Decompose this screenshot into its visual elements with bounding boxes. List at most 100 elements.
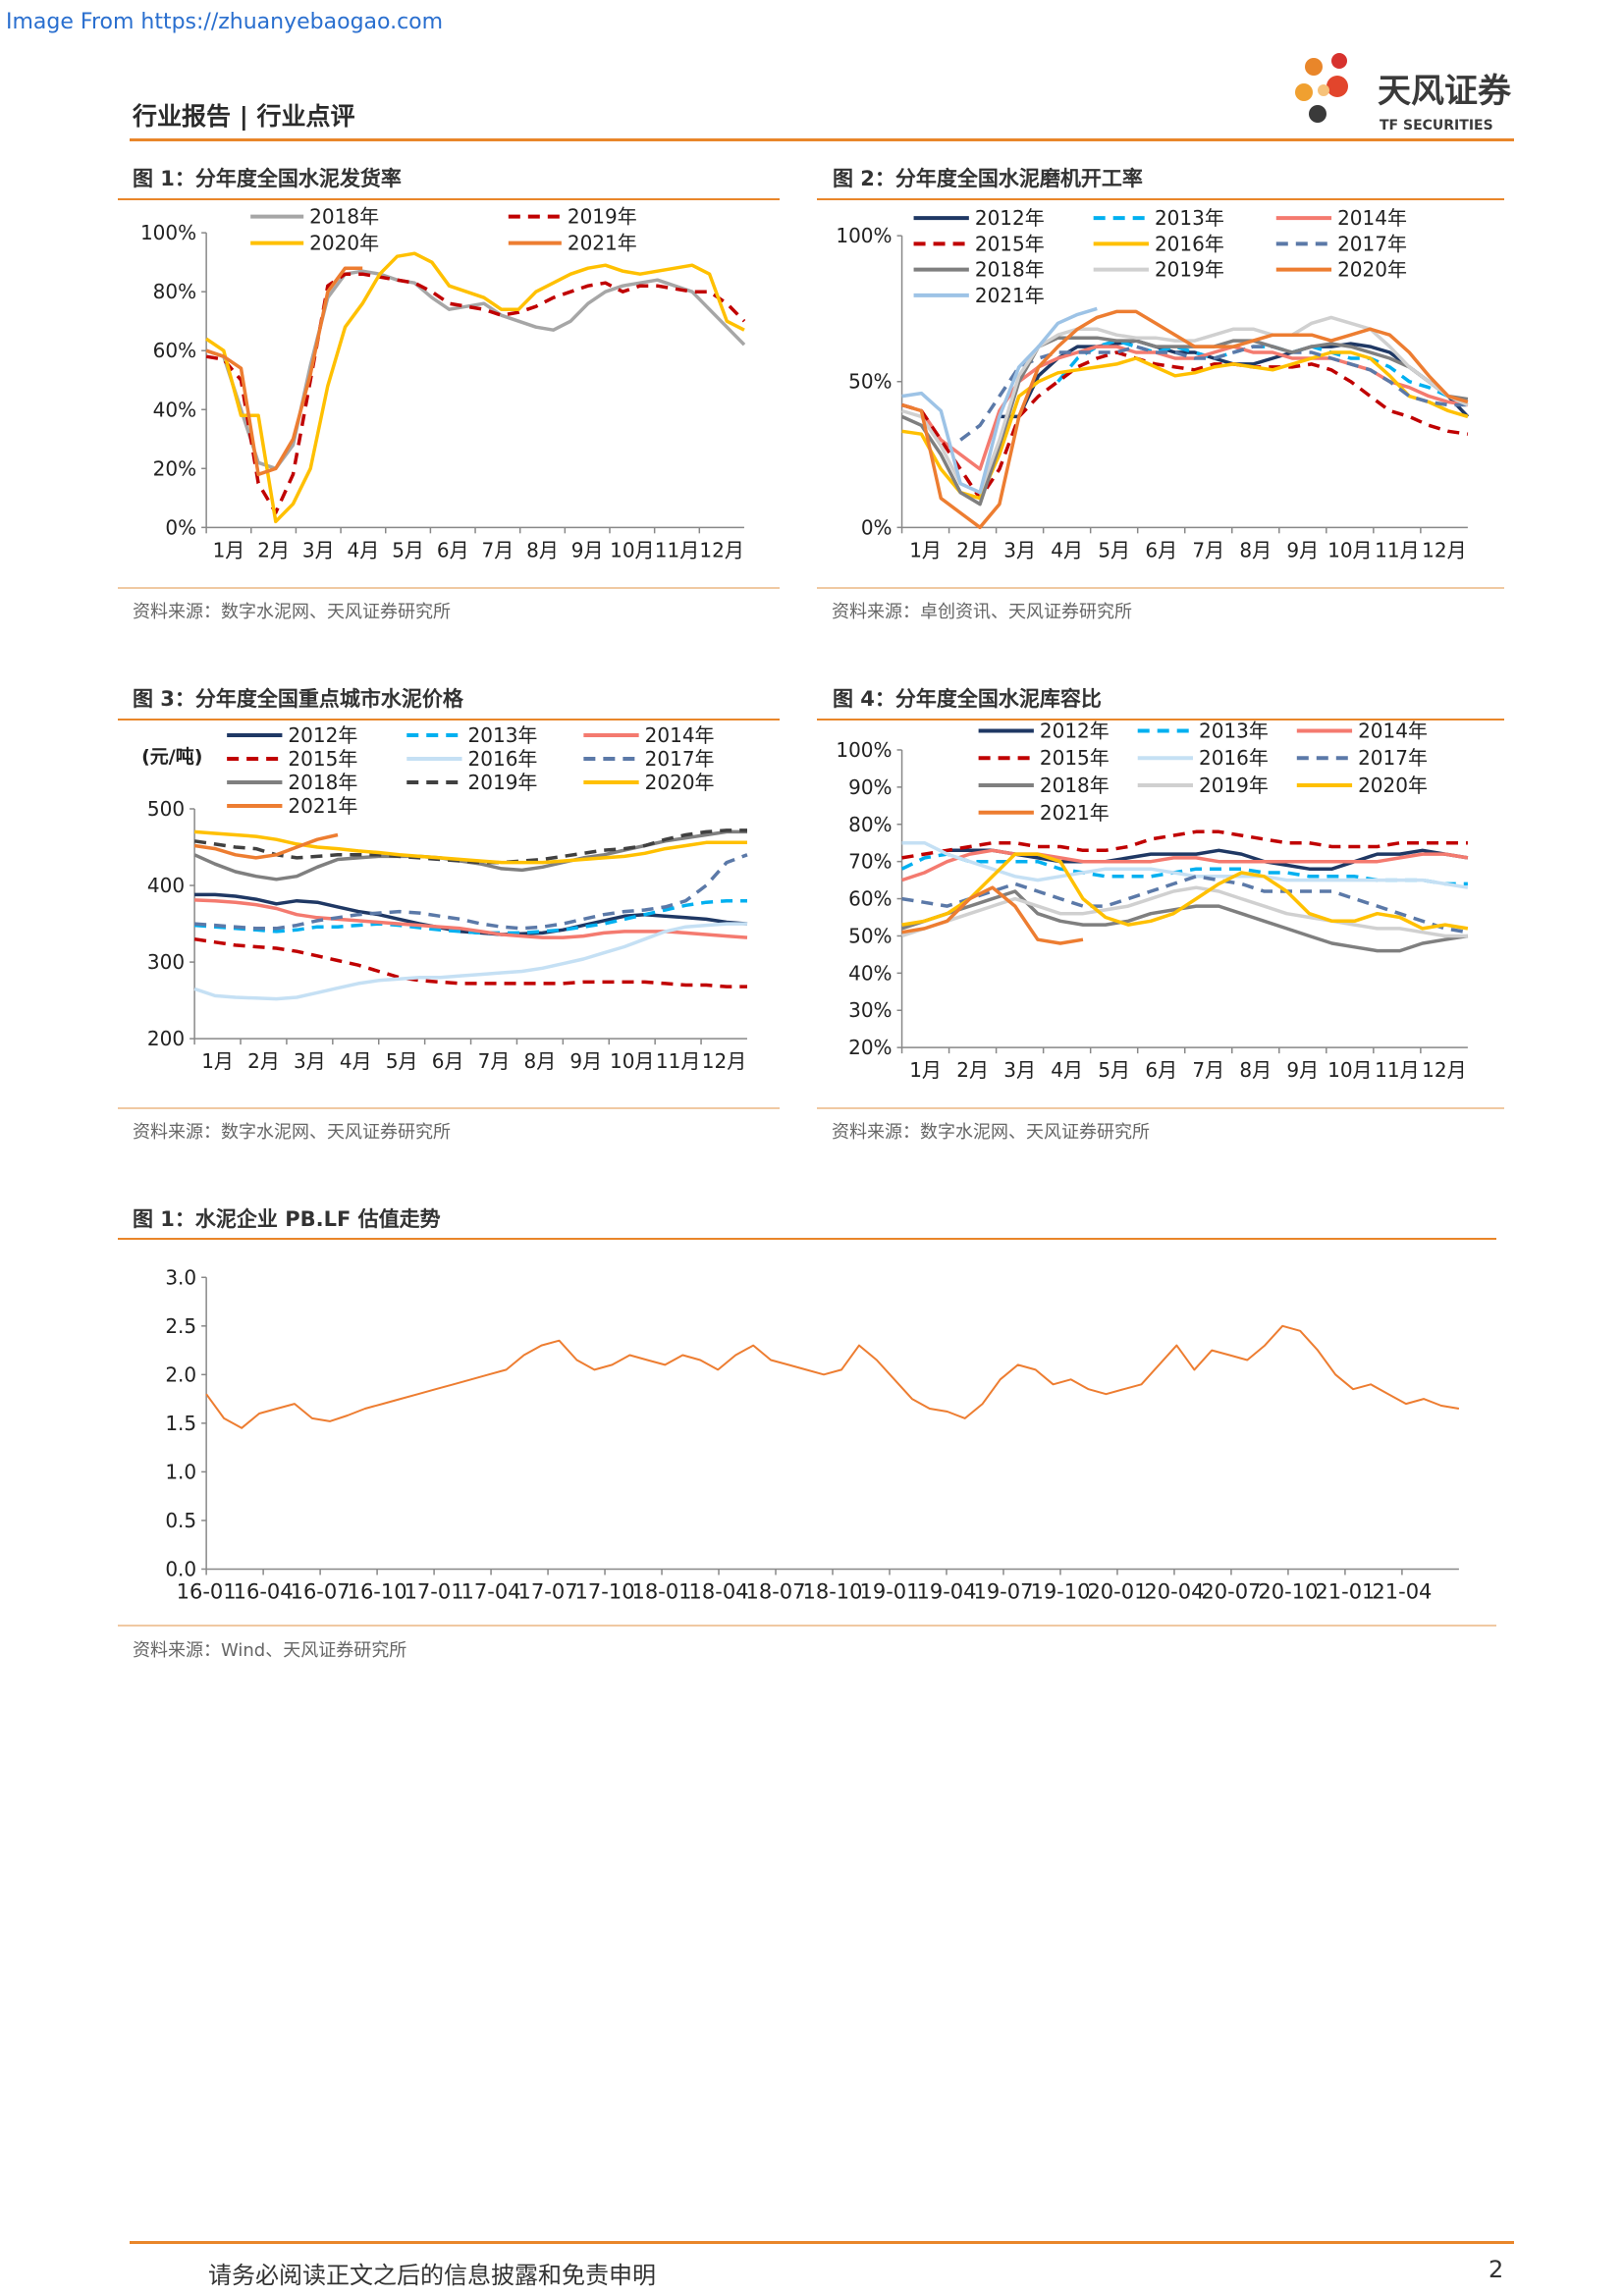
- x-tick-label: 5月: [1098, 1058, 1130, 1082]
- x-tick-label: 21-01: [1315, 1579, 1375, 1603]
- x-tick-label: 17-04: [461, 1579, 521, 1603]
- fig1-chart: 0%20%40%60%80%100%1月 2月 3月 4月 5月 6月 7月 8月 9月 10月 1…: [140, 205, 746, 561]
- fig5-footline: [118, 1625, 1496, 1627]
- y-tick-label: 20%: [153, 456, 196, 480]
- legend-label: 2019年: [1155, 258, 1224, 282]
- legend-label: 2014年: [645, 723, 715, 747]
- series-line-2015年: [193, 936, 747, 988]
- fig1-rule: [118, 198, 780, 200]
- y-tick-label: 0.0: [165, 1557, 196, 1580]
- legend-label: 2018年: [975, 258, 1045, 282]
- watermark: Image From https://zhuanyebaogao.com: [6, 10, 444, 34]
- x-tick-label: 5月: [1098, 538, 1130, 561]
- x-tick-label: 8月: [524, 1049, 557, 1073]
- legend-label: 2012年: [288, 723, 357, 747]
- x-tick-label: 18-01: [632, 1579, 692, 1603]
- fig4-footline: [817, 1107, 1504, 1109]
- fig2-title: 图 2：分年度全国水泥磨机开工率: [833, 167, 1143, 190]
- y-tick-label: 2.0: [165, 1362, 196, 1386]
- x-tick-label: 19-07: [973, 1579, 1033, 1603]
- y-tick-label: 80%: [848, 813, 892, 836]
- x-tick-label: 18-04: [689, 1579, 749, 1603]
- x-tick-label: 16-10: [348, 1579, 407, 1603]
- fig3-chart: 200 300 400 500 1月 2月 3月 4月 5月 6月 7月 8月 9月 10月 11月 12月 (…: [141, 723, 748, 1073]
- x-tick-label: 11月: [1375, 1058, 1419, 1082]
- legend-label: 2017年: [645, 747, 715, 771]
- x-tick-label: 18-07: [746, 1579, 806, 1603]
- fig1-source: 资料来源：数字水泥网、天风证券研究所: [133, 602, 451, 622]
- fig4-title: 图 4：分年度全国水泥库容比: [833, 687, 1102, 711]
- legend-label: 2012年: [1040, 721, 1110, 742]
- report-header-title: 行业报告 | 行业点评: [133, 102, 355, 131]
- legend-label: 2014年: [1337, 206, 1407, 230]
- y-tick-label: 40%: [848, 961, 892, 985]
- x-tick-label: 20-10: [1258, 1579, 1318, 1603]
- y-tick-label: 1.0: [165, 1460, 196, 1483]
- x-tick-label: 11月: [655, 538, 699, 561]
- x-tick-label: 10月: [610, 1049, 654, 1073]
- fig3-rule: [118, 719, 780, 721]
- x-tick-label: 5月: [392, 538, 424, 561]
- x-tick-label: 21-04: [1372, 1579, 1432, 1603]
- legend-label: 2018年: [309, 205, 379, 229]
- fig5-chart: 0.0 0.5 1.0 1.5 2.0 2.5 3.0 16-0116-0416-0716-1…: [165, 1265, 1460, 1603]
- page-number: 2: [1489, 2256, 1504, 2283]
- series-line-2019年: [193, 828, 747, 865]
- fig3-title: 图 3：分年度全国重点城市水泥价格: [133, 687, 463, 711]
- x-tick-label: 3月: [1003, 538, 1036, 561]
- y-tick-label: 50%: [848, 924, 892, 947]
- legend-label: 2012年: [975, 206, 1045, 230]
- x-tick-label: 12月: [702, 1049, 746, 1073]
- series-line-2020年: [205, 251, 745, 524]
- x-tick-label: 12月: [1422, 1058, 1466, 1082]
- x-tick-label: 19-04: [916, 1579, 976, 1603]
- x-tick-label: 2月: [956, 538, 989, 561]
- x-tick-label: 17-10: [575, 1579, 635, 1603]
- x-tick-label: 3月: [294, 1049, 326, 1073]
- y-tick-label: 100%: [140, 221, 196, 244]
- legend-label: 2013年: [468, 723, 538, 747]
- y-tick-label: 1.5: [165, 1412, 196, 1435]
- y-tick-label: 30%: [848, 998, 892, 1022]
- series-line-2017年: [193, 853, 748, 931]
- series-line-2021年: [205, 266, 363, 477]
- y-tick-label: 40%: [153, 398, 196, 421]
- x-tick-label: 11月: [656, 1049, 700, 1073]
- fig5-source: 资料来源：Wind、天风证券研究所: [133, 1640, 407, 1661]
- x-tick-label: 18-10: [802, 1579, 862, 1603]
- legend-label: 2016年: [1199, 746, 1269, 770]
- legend-label: 2015年: [1040, 746, 1110, 770]
- legend-label: 2020年: [645, 771, 715, 794]
- x-tick-label: 11月: [1375, 538, 1419, 561]
- series-line-2018年: [900, 336, 1469, 507]
- x-tick-label: 2月: [247, 1049, 280, 1073]
- x-tick-label: 3月: [1003, 1058, 1036, 1082]
- x-tick-label: 6月: [437, 538, 469, 561]
- header-divider: [130, 138, 1514, 141]
- series-line-2016年: [901, 840, 1469, 889]
- y-tick-label: 70%: [848, 850, 892, 874]
- series-line-2016年: [901, 350, 1469, 501]
- fig3-footline: [118, 1107, 780, 1109]
- y-tick-label: 60%: [848, 887, 892, 911]
- fig5-rule: [118, 1238, 1496, 1240]
- legend-label: 2018年: [288, 771, 357, 794]
- y-tick-label: 0%: [165, 515, 196, 539]
- legend-label: 2013年: [1155, 206, 1224, 230]
- legend-label: 2020年: [1337, 258, 1407, 282]
- series-line-2018年: [205, 269, 746, 471]
- legend-label: 2019年: [468, 771, 538, 794]
- series-line-2019年: [901, 885, 1468, 938]
- y-tick-label: 0%: [861, 515, 893, 539]
- footer-divider: [130, 2241, 1514, 2244]
- y-tick-label: 80%: [153, 280, 196, 303]
- x-tick-label: 10月: [610, 538, 654, 561]
- x-tick-label: 7月: [1192, 538, 1224, 561]
- logo-en: TF SECURITIES: [1380, 118, 1493, 133]
- x-tick-label: 8月: [1239, 538, 1272, 561]
- fig3-source: 资料来源：数字水泥网、天风证券研究所: [133, 1122, 451, 1143]
- x-tick-label: 1月: [201, 1049, 234, 1073]
- fig5-title: 图 1：水泥企业 PB.LF 估值走势: [133, 1207, 441, 1231]
- fig1-footline: [118, 587, 780, 589]
- x-tick-label: 8月: [526, 538, 559, 561]
